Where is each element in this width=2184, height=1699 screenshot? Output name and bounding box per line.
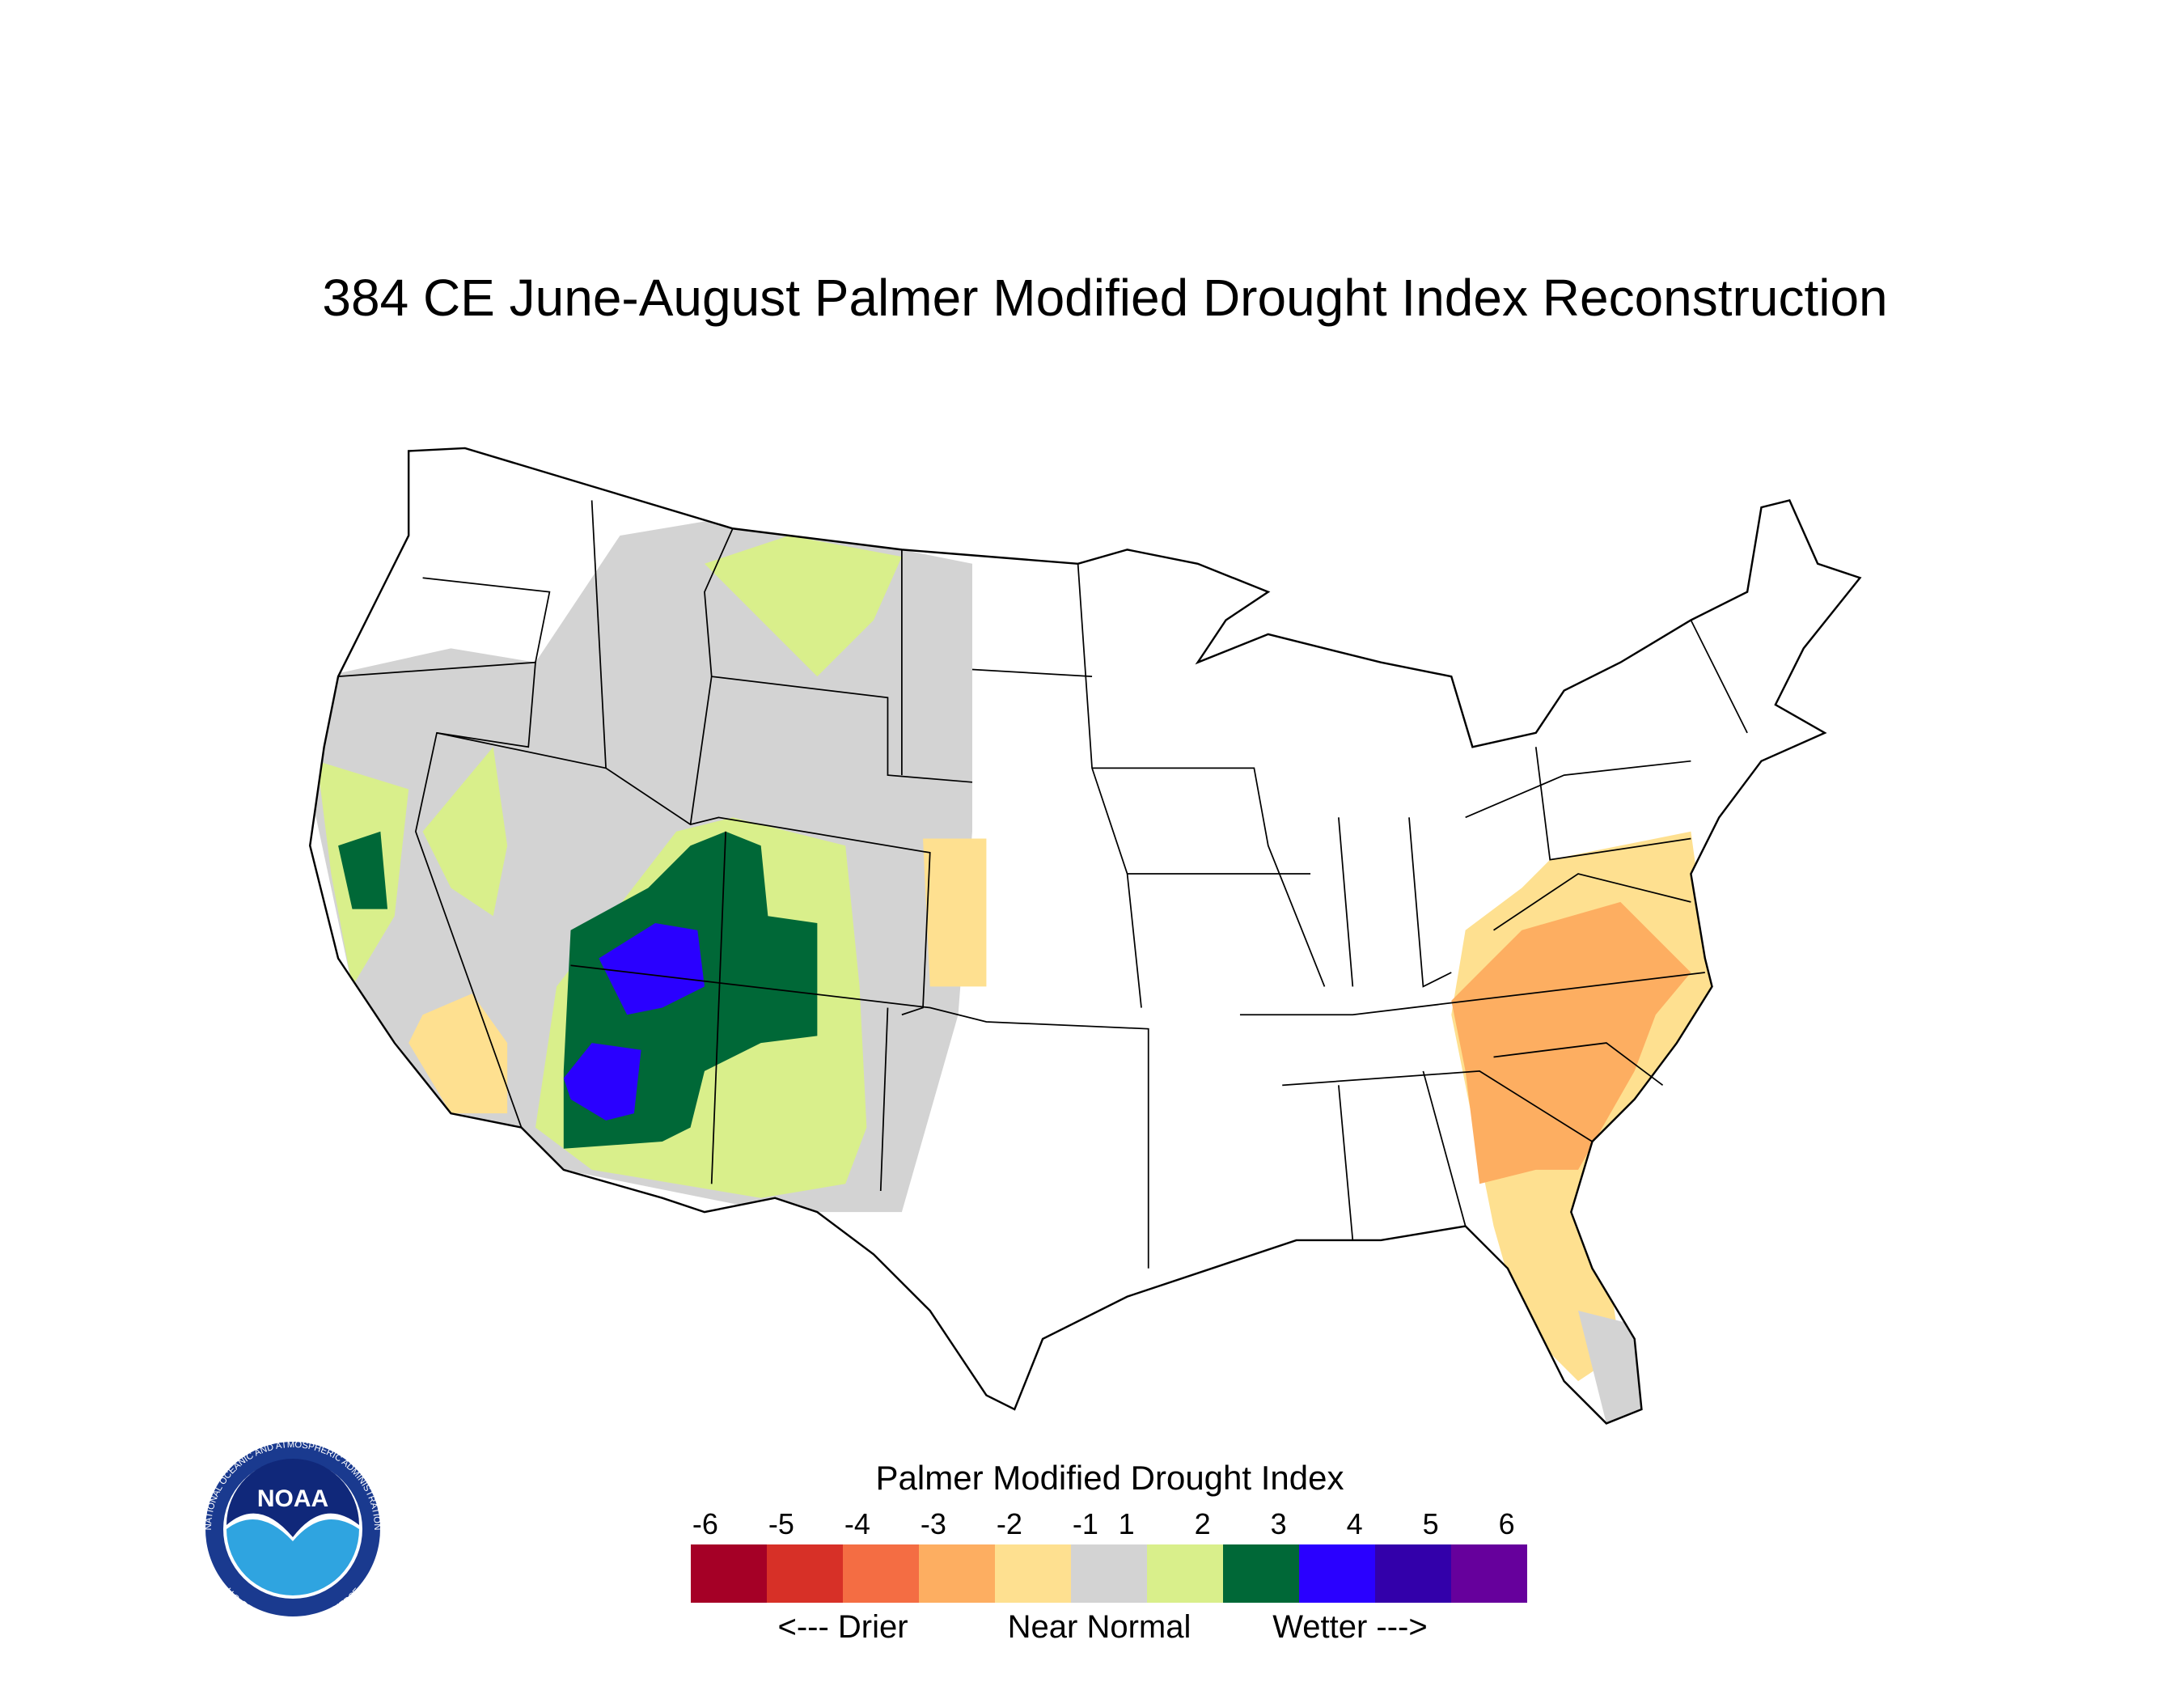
legend-tick-label: -1 xyxy=(1073,1507,1098,1540)
legend-tick-label: -3 xyxy=(921,1507,946,1540)
legend-swatch xyxy=(1299,1544,1375,1603)
noaa-logo: NOAA NATIONAL OCEANIC AND ATMOSPHERIC AD… xyxy=(204,1440,382,1626)
map-title: 384 CE June-August Palmer Modified Droug… xyxy=(322,269,1887,327)
legend-title: Palmer Modified Drought Index xyxy=(876,1459,1344,1497)
legend-swatch xyxy=(691,1544,767,1603)
moderate-dry-region xyxy=(1451,901,1691,1184)
legend-swatch xyxy=(919,1544,995,1603)
legend-tick-label: 3 xyxy=(1271,1507,1287,1540)
logo-name: NOAA xyxy=(257,1485,328,1512)
legend-swatch xyxy=(767,1544,843,1603)
extremely-wet-region xyxy=(599,923,705,1015)
dry-region xyxy=(923,838,987,987)
legend-swatch xyxy=(995,1544,1071,1603)
legend-direction-label: Near Normal xyxy=(1008,1609,1191,1645)
us-map xyxy=(309,447,1861,1425)
legend-tick-label: 6 xyxy=(1499,1507,1515,1540)
legend-swatch xyxy=(1147,1544,1223,1603)
logo-sky xyxy=(226,1459,359,1537)
legend: -6 -5 -4 -3 -2 -1 1 2 3 4 5 6 <--- Drier Near Normal W… xyxy=(691,1507,1527,1645)
legend-tick-label: -2 xyxy=(997,1507,1022,1540)
legend-swatch xyxy=(1223,1544,1299,1603)
wet-region xyxy=(705,535,902,677)
dry-region xyxy=(408,994,508,1114)
extremely-wet-region xyxy=(563,1043,641,1121)
very-wet-region xyxy=(338,831,388,909)
legend-swatch xyxy=(1375,1544,1451,1603)
legend-swatch xyxy=(843,1544,919,1603)
legend-tick-label: 1 xyxy=(1119,1507,1135,1540)
legend-tick-label: 2 xyxy=(1195,1507,1211,1540)
legend-tick-label: -6 xyxy=(692,1507,718,1540)
legend-tick-label: -4 xyxy=(844,1507,870,1540)
legend-swatch xyxy=(1451,1544,1527,1603)
legend-tick-label: -5 xyxy=(768,1507,794,1540)
legend-tick-label: 4 xyxy=(1347,1507,1363,1540)
near-normal-region xyxy=(1578,1311,1642,1424)
wet-region xyxy=(422,747,508,917)
legend-tick-label: 5 xyxy=(1423,1507,1439,1540)
logo-water xyxy=(226,1519,359,1595)
state-borders xyxy=(338,500,1748,1269)
legend-swatch xyxy=(1071,1544,1147,1603)
legend-direction-label: Wetter ---> xyxy=(1272,1609,1428,1645)
legend-direction-label: <--- Drier xyxy=(777,1609,908,1645)
drought-field xyxy=(310,447,1860,1424)
